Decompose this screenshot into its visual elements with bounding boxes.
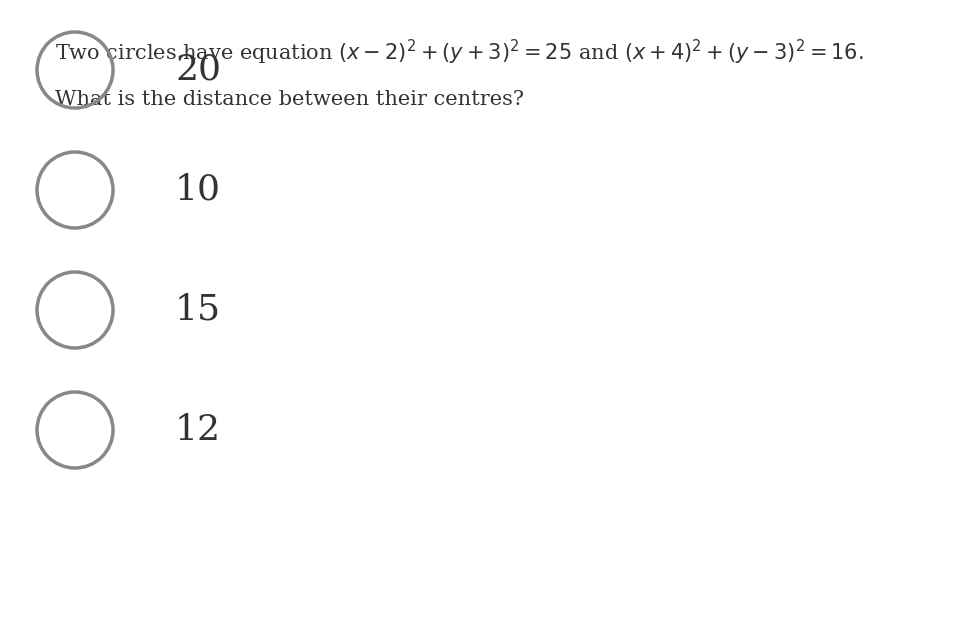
- Text: 10: 10: [175, 173, 221, 207]
- Text: Two circles have equation $(x-2)^2+(y+3)^2=25$ and $(x+4)^2+(y-3)^2=16.$: Two circles have equation $(x-2)^2+(y+3)…: [55, 38, 864, 67]
- Text: 12: 12: [175, 413, 221, 447]
- Text: 20: 20: [175, 53, 221, 87]
- Text: 15: 15: [175, 293, 221, 327]
- Text: What is the distance between their centres?: What is the distance between their centr…: [55, 90, 524, 109]
